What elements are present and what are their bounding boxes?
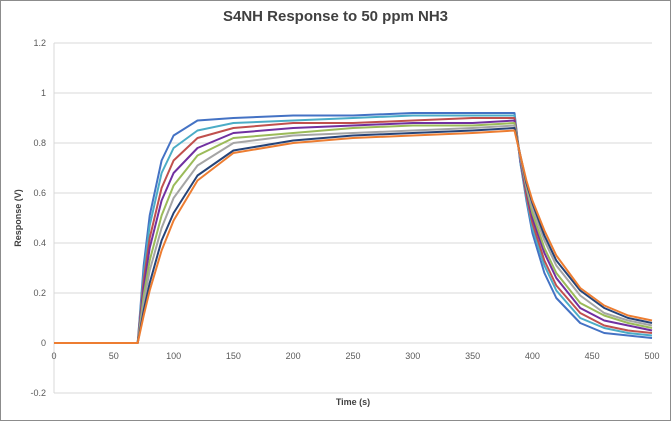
series-line-2	[54, 114, 653, 344]
series-line-8	[54, 129, 653, 344]
x-axis-label: Time (s)	[336, 397, 370, 407]
x-tick-label: 50	[109, 351, 119, 361]
series-line-6	[54, 124, 653, 344]
y-tick-label: 0	[41, 338, 46, 348]
chart-title: S4NH Response to 50 ppm NH3	[222, 8, 449, 25]
x-tick-label: 300	[405, 351, 420, 361]
series-line-5	[54, 122, 653, 344]
x-tick-label: 500	[644, 351, 659, 361]
series-line-4	[54, 119, 653, 344]
y-tick-label: 0.4	[33, 238, 46, 248]
x-tick-label: 200	[286, 351, 301, 361]
x-tick-label: 100	[166, 351, 181, 361]
y-tick-label: 1	[41, 88, 46, 98]
x-tick-label: 350	[465, 351, 480, 361]
x-tick-label: 250	[345, 351, 360, 361]
y-axis-label: Response (V)	[13, 189, 23, 247]
x-tick-label: 0	[51, 351, 56, 361]
y-tick-label: 0.6	[33, 188, 46, 198]
series-line-7	[54, 127, 653, 344]
x-tick-label: 400	[525, 351, 540, 361]
y-tick-label: 0.8	[33, 138, 46, 148]
series-line-1	[54, 112, 653, 344]
x-tick-label: 450	[585, 351, 600, 361]
y-tick-label: -0.2	[30, 388, 46, 398]
y-tick-label: 0.2	[33, 288, 46, 298]
x-tick-label: 150	[226, 351, 241, 361]
series-line-3	[54, 117, 653, 344]
y-tick-label: 1.2	[33, 38, 46, 48]
